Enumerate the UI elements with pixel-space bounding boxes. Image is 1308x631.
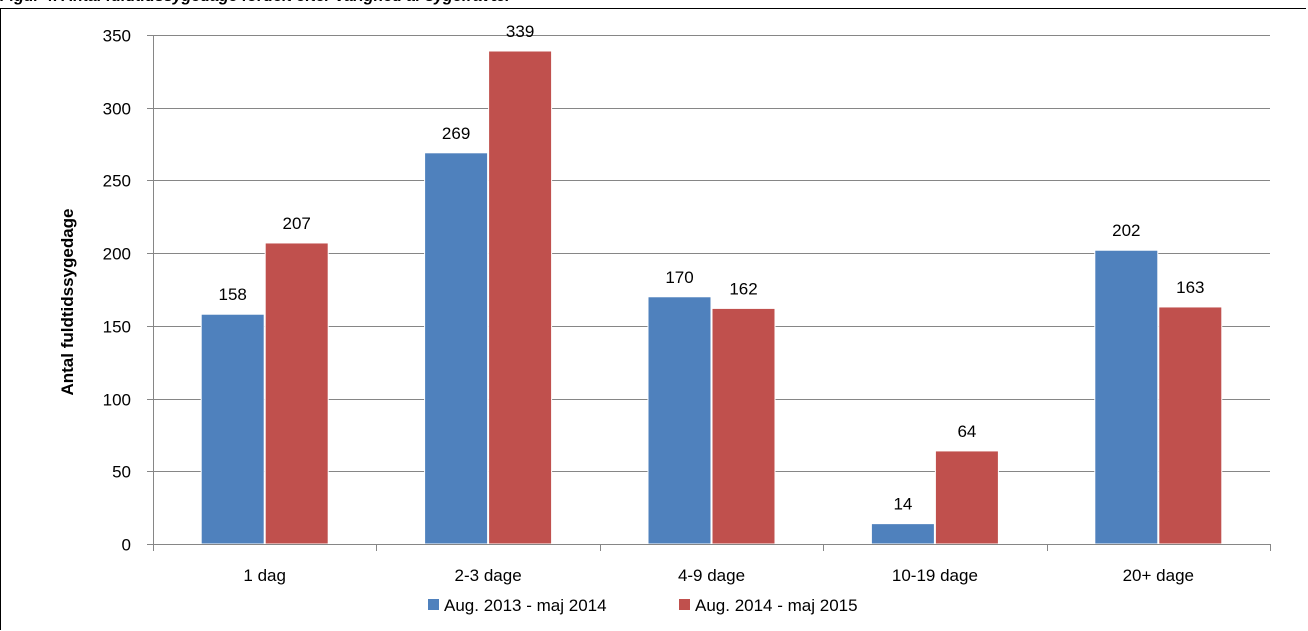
legend-swatch [679, 599, 690, 610]
x-tick-label: 2-3 dage [455, 566, 522, 585]
y-tick-label: 100 [103, 391, 131, 410]
data-labels: 158 207 269 339 170 162 14 64 202 163 [219, 22, 1205, 514]
data-label: 207 [283, 214, 311, 233]
bar [488, 50, 553, 545]
bar [934, 450, 999, 545]
data-label: 162 [729, 279, 757, 298]
legend-label: Aug. 2014 - maj 2015 [695, 596, 858, 615]
x-tick-label: 4-9 dage [678, 566, 745, 585]
legend-label: Aug. 2013 - maj 2014 [444, 596, 607, 615]
data-label: 14 [893, 495, 912, 514]
y-axis-label: Antal fuldtidssygedage [58, 208, 77, 395]
bar [424, 152, 489, 545]
x-tick-label: 1 dag [243, 566, 286, 585]
bar [870, 523, 935, 545]
bar [264, 242, 329, 545]
chart-frame [0, 8, 1306, 630]
y-tick-label: 150 [103, 318, 131, 337]
y-tick-label: 200 [103, 245, 131, 264]
x-tick-label: 10-19 dage [892, 566, 978, 585]
data-label: 202 [1112, 221, 1140, 240]
bar [1158, 306, 1223, 545]
data-label: 158 [219, 285, 247, 304]
y-tick-label: 250 [103, 172, 131, 191]
y-tick-label: 0 [122, 536, 131, 555]
axes: 0 50 100 150 200 250 300 350 1 dag 2-3 dage 4-9 da… [103, 27, 1271, 585]
data-label: 170 [665, 268, 693, 287]
data-label: 163 [1176, 278, 1204, 297]
y-tick-label: 350 [103, 27, 131, 46]
bars [200, 50, 1223, 545]
data-label: 339 [506, 22, 534, 41]
bar [647, 296, 712, 545]
data-label: 269 [442, 124, 470, 143]
bar [200, 313, 265, 545]
x-tick-label: 20+ dage [1123, 566, 1194, 585]
chart-title: Figur 4. Antal fuldtidssygedage fordelt … [0, 0, 1308, 8]
y-tick-label: 50 [112, 463, 131, 482]
y-tick-label: 300 [103, 100, 131, 119]
legend: Aug. 2013 - maj 2014 Aug. 2014 - maj 2015 [428, 596, 858, 615]
legend-swatch [428, 599, 439, 610]
bar [1094, 249, 1159, 545]
data-label: 64 [957, 422, 976, 441]
bar [711, 307, 776, 545]
